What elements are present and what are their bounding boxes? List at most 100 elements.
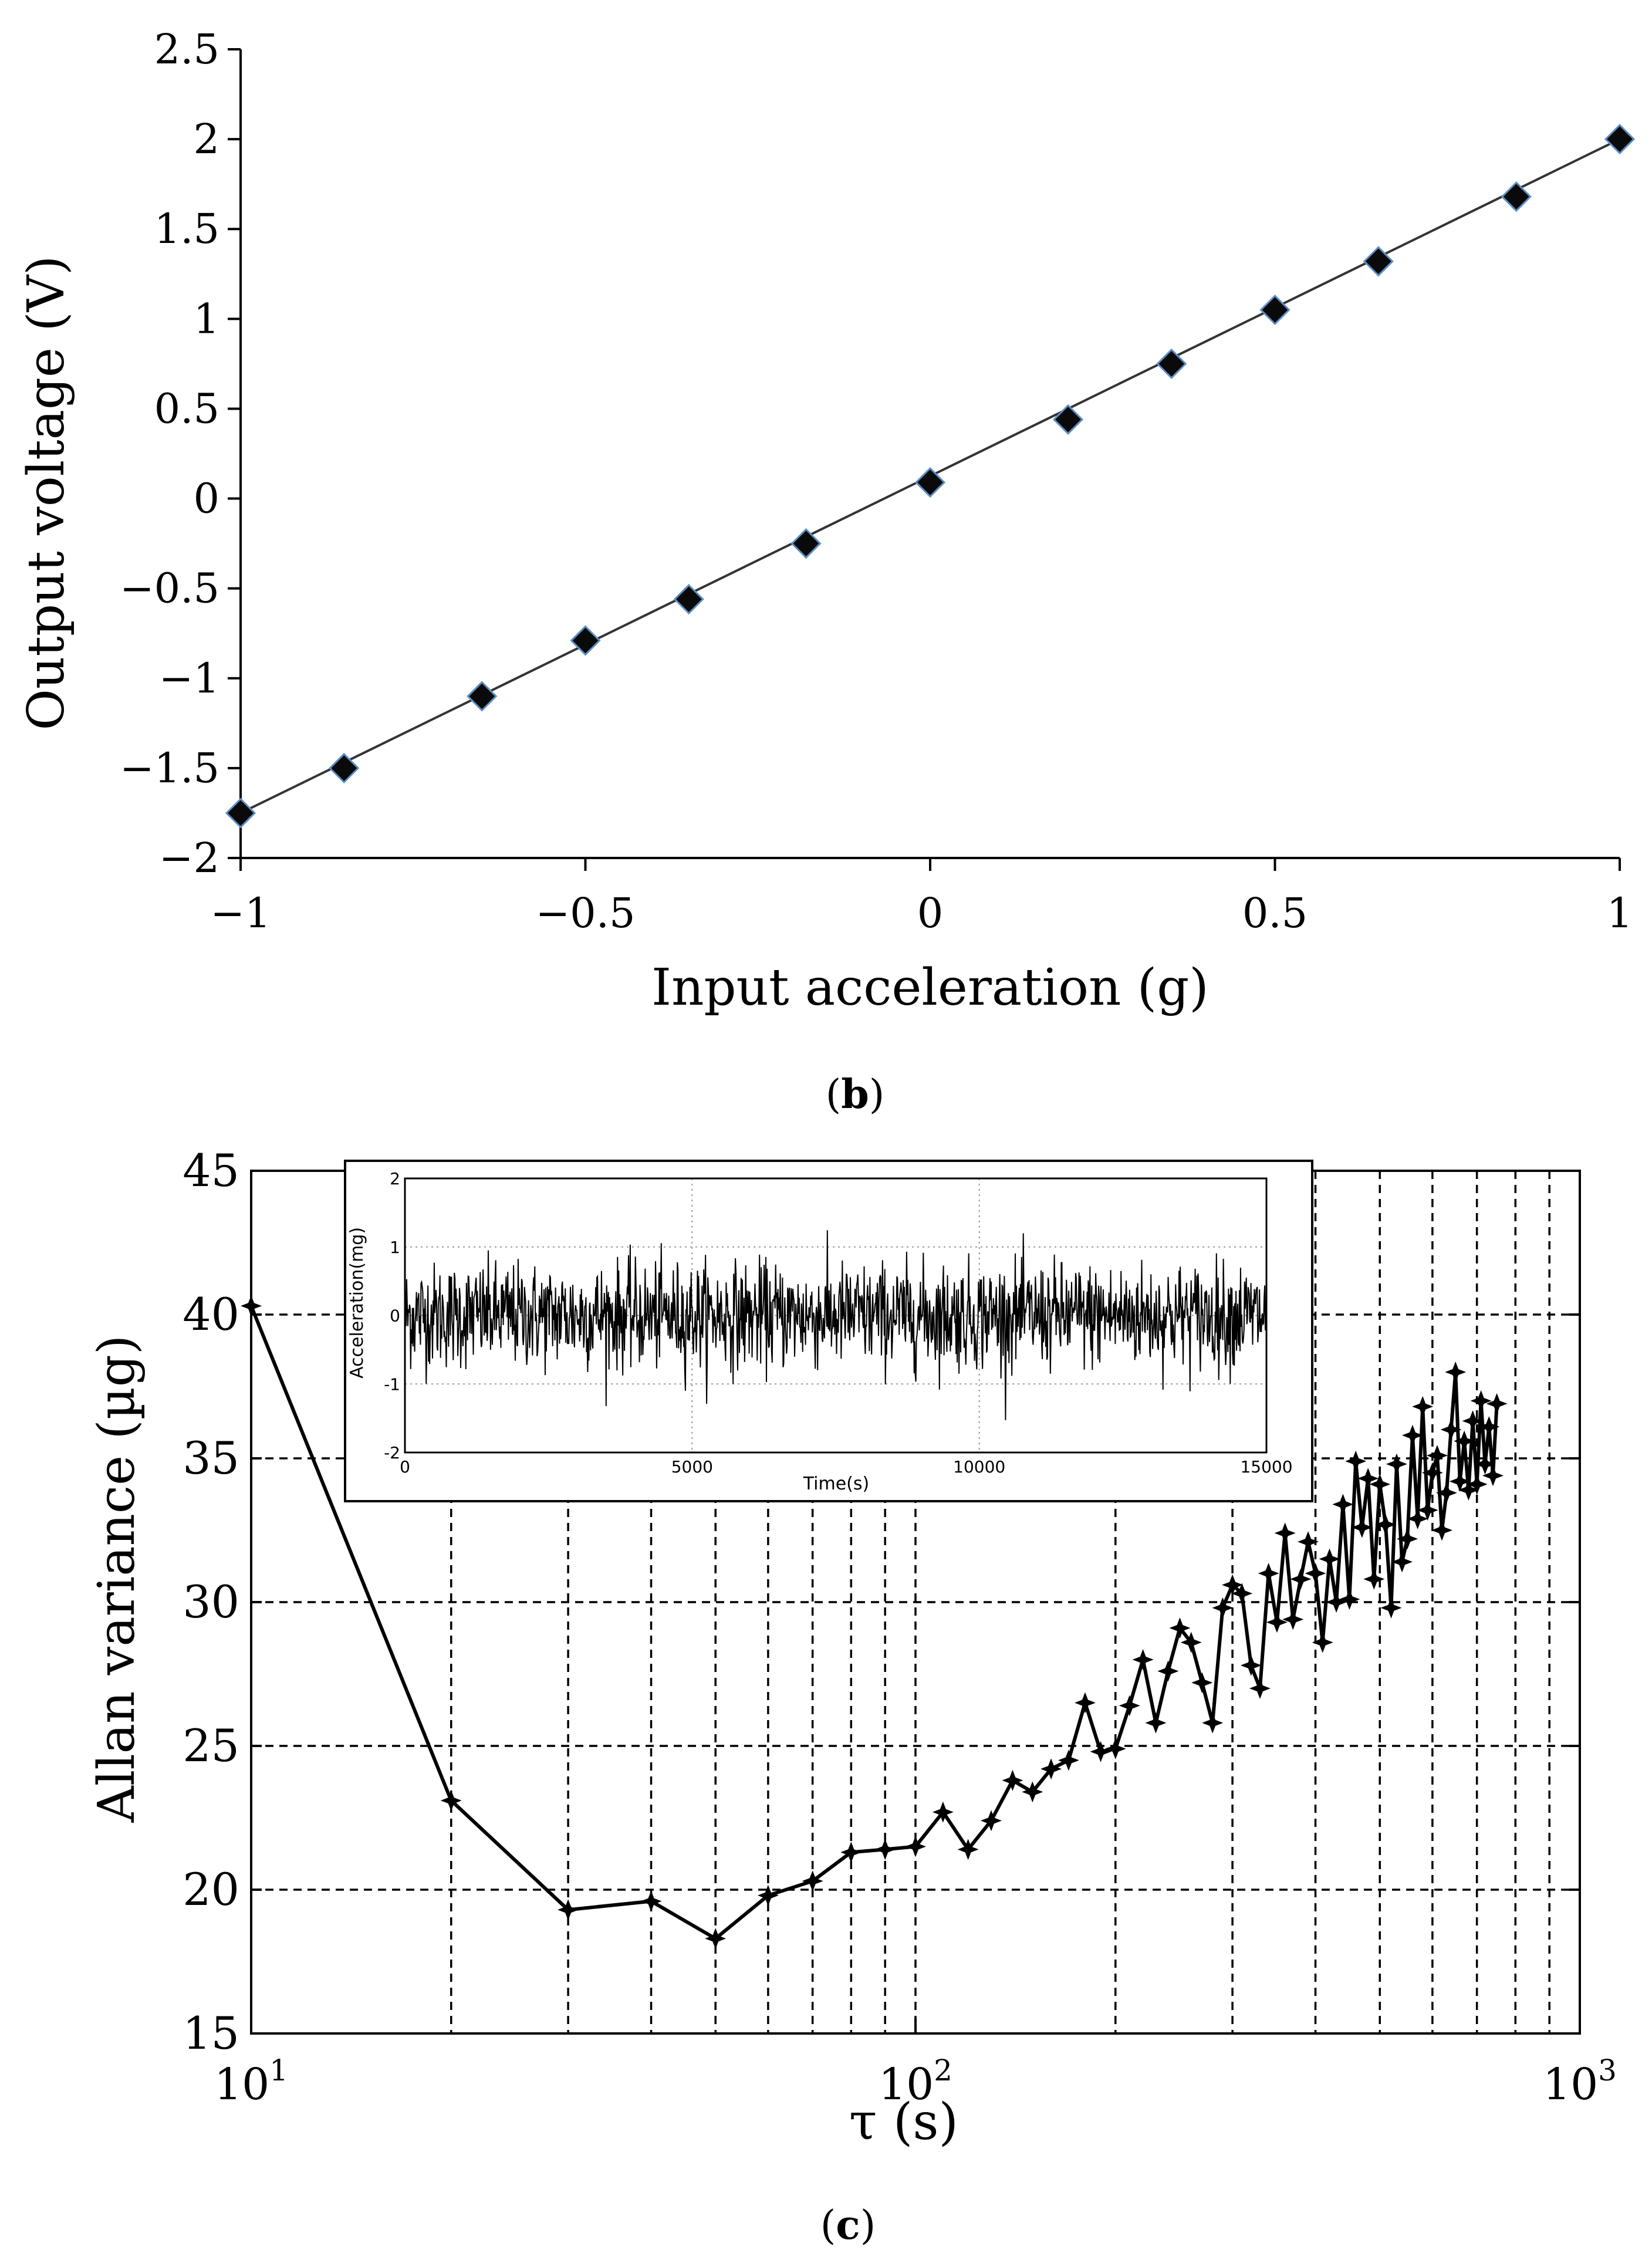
chart-c-point <box>874 1839 896 1860</box>
chart-c-point <box>932 1801 954 1823</box>
chart-b-point <box>1363 246 1394 277</box>
chart-b-point <box>467 681 498 712</box>
chart-c-point <box>1369 1474 1391 1495</box>
chart-c-point <box>840 1842 862 1863</box>
chart-c-point <box>1212 1597 1234 1619</box>
chart-c-point <box>1339 1589 1360 1610</box>
chart-c-point <box>1470 1390 1492 1411</box>
chart-c-point <box>1180 1631 1202 1653</box>
chart-b-y-tick-label: 2 <box>193 115 219 163</box>
chart-c-x-tick-base: 10 <box>879 2059 934 2110</box>
chart-c-point <box>1357 1468 1379 1489</box>
chart-c-point <box>1445 1362 1467 1383</box>
chart-c-x-tick-label: 101 <box>214 2053 288 2110</box>
chart-c-point <box>1319 1548 1340 1570</box>
chart-c-point <box>440 1790 462 1812</box>
chart-c-point <box>1440 1419 1462 1440</box>
chart-c-point <box>640 1890 662 1912</box>
chart-b-point <box>1052 404 1084 435</box>
chart-c-y-axis-label: Allan variance (µg) <box>87 1335 146 1823</box>
chart-c-series <box>241 1295 1508 1950</box>
chart-b-point <box>1501 181 1532 212</box>
chart-b-point <box>570 625 601 656</box>
chart-c-point <box>1386 1453 1407 1475</box>
chart-c-point <box>1449 1471 1471 1492</box>
inset-plot-frame <box>404 1177 1268 1454</box>
chart-c-point <box>1374 1514 1396 1535</box>
chart-c-point <box>957 1839 979 1860</box>
chart-c-point <box>1058 1749 1079 1771</box>
inset-series <box>404 1230 1267 1420</box>
chart-b-x-tick-label: 0.5 <box>1242 889 1308 937</box>
chart-c-point <box>1486 1393 1508 1414</box>
chart-c-point <box>1312 1631 1333 1653</box>
chart-c-point <box>1380 1597 1402 1619</box>
chart-c-point <box>1274 1522 1296 1544</box>
chart-c-point <box>980 1810 1002 1832</box>
chart-c-point <box>1282 1609 1304 1630</box>
panel-b-caption: (b) <box>826 1071 885 1118</box>
chart-b-y-tick-label: 1 <box>193 295 219 343</box>
chart-c-x-tick-exponent: 2 <box>934 2053 952 2087</box>
chart-c-x-tick-exponent: 1 <box>269 2053 288 2087</box>
chart-c-point <box>705 1928 727 1950</box>
chart-c-point <box>1145 1712 1167 1734</box>
chart-c-point <box>1435 1482 1457 1504</box>
inset-y-tick-label: -1 <box>384 1374 400 1394</box>
chart-b-y-tick-label: 1.5 <box>154 205 219 253</box>
chart-c-point <box>1326 1592 1347 1613</box>
chart-c-x-tick-label: 103 <box>1543 2053 1617 2110</box>
chart-b-point <box>914 467 946 498</box>
chart-b-point <box>1604 123 1636 155</box>
chart-c-point <box>1266 1612 1288 1633</box>
chart-c-point <box>1391 1551 1413 1573</box>
inset-x-tick-label: 5000 <box>671 1457 713 1477</box>
chart-c-inset: -2 -1 0 1 2 0 5000 10000 15000 Time(s) Accelera… <box>344 1160 1313 1502</box>
chart-c-point <box>1119 1695 1140 1717</box>
chart-c-point <box>1202 1712 1224 1734</box>
chart-c-point <box>558 1899 579 1921</box>
chart-c-x-ticks: 101 102 103 <box>214 2018 1617 2110</box>
panel-c-caption: (c) <box>820 2202 876 2249</box>
chart-c-point <box>1074 1692 1096 1714</box>
chart-b-y-tick-label: −0.5 <box>120 565 219 613</box>
chart-c-point <box>1104 1738 1126 1759</box>
chart-c-y-tick-label: 25 <box>183 1720 239 1772</box>
chart-c-x-axis-label: τ (s) <box>849 2093 958 2151</box>
chart-c-point <box>1040 1758 1062 1780</box>
chart-c-point <box>1412 1396 1434 1417</box>
chart-b-x-tick-label: −0.5 <box>536 889 636 937</box>
chart-c-point <box>1249 1678 1271 1699</box>
chart-c-y-tick-label: 35 <box>183 1432 239 1484</box>
chart-c-point <box>1466 1474 1488 1495</box>
chart-c-point <box>1458 1479 1479 1501</box>
chart-b-y-axis-label: Output voltage (V) <box>17 256 76 731</box>
chart-b-point <box>790 528 822 559</box>
chart-c-point <box>1462 1410 1484 1432</box>
chart-c-y-tick-label: 15 <box>183 2007 239 2059</box>
chart-c-point <box>1191 1672 1213 1694</box>
chart-c-x-tick-exponent: 3 <box>1598 2053 1617 2087</box>
chart-b-x-tick-label: 0 <box>917 889 944 937</box>
chart-c-point <box>1022 1781 1043 1803</box>
chart-c-point <box>1157 1660 1179 1682</box>
inset-y-axis-label: Acceleration(mg) <box>347 1227 367 1379</box>
chart-c-point <box>1351 1516 1373 1538</box>
panel-c-label: c <box>836 2202 860 2249</box>
chart-c-x-tick-base: 10 <box>214 2059 269 2110</box>
chart-b: −2 −1.5 −1 −0.5 0 0.5 1 1.5 2 2.5 −1 −0.5 0 0.5 1 Inp… <box>17 25 1636 1118</box>
chart-c-point <box>1397 1528 1418 1550</box>
chart-c-x-tick-label: 102 <box>879 2053 952 2110</box>
chart-c-point <box>1407 1508 1428 1529</box>
chart-b-point <box>673 583 704 615</box>
chart-c-point <box>1478 1416 1500 1438</box>
chart-b-y-tick-label: 2.5 <box>154 25 219 73</box>
chart-c-point <box>905 1836 926 1857</box>
chart-c-y-tick-label: 30 <box>183 1576 239 1628</box>
chart-c-point <box>1290 1568 1312 1590</box>
chart-b-x-axis-label: Input acceleration (g) <box>651 958 1209 1017</box>
chart-c-point <box>1231 1583 1253 1604</box>
chart-c-point <box>1345 1450 1367 1472</box>
